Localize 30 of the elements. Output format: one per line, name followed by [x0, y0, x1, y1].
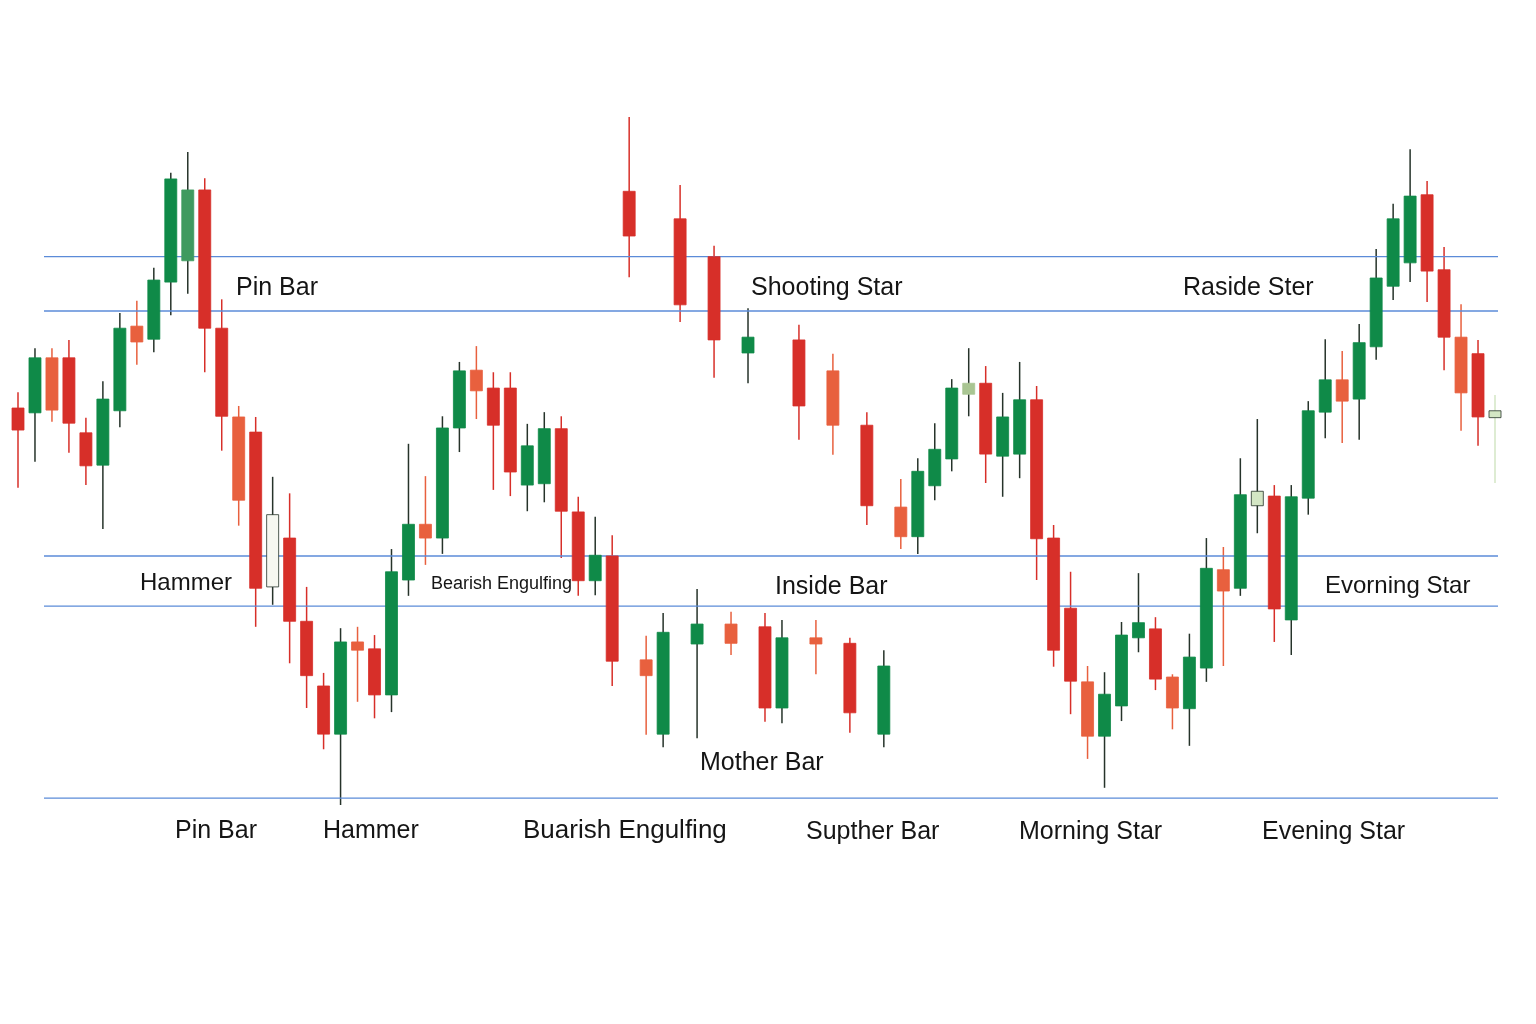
annotation: Raside Ster [1183, 272, 1314, 300]
candlestick [809, 619, 823, 676]
candlestick [1335, 350, 1349, 444]
annotation: Evorning Star [1325, 571, 1471, 598]
annotation: Mother Bar [700, 747, 824, 775]
candlestick [130, 299, 144, 366]
candlestick [1132, 572, 1145, 654]
candlestick [690, 588, 704, 740]
text: Pin Bar [175, 815, 257, 843]
annotation: Shooting Star [751, 272, 903, 300]
text: Supther Bar [806, 816, 940, 844]
text: Buarish Engulfing [523, 814, 727, 844]
candlestick [1488, 394, 1502, 484]
text: Morning Star [1019, 816, 1163, 844]
annotation: Inside Bar [775, 571, 888, 599]
candlestick [741, 307, 755, 385]
candlestick [469, 345, 483, 420]
text: Hammer [323, 815, 419, 843]
candlestick [1250, 418, 1264, 534]
text: Evening Star [1262, 816, 1406, 844]
candlestick [962, 347, 976, 418]
candlestick [11, 391, 25, 489]
annotation: Bearish Engulfing [431, 573, 573, 593]
annotation: Pin Bar [236, 272, 318, 300]
candlestick [351, 626, 364, 703]
annotation: Hammer [140, 568, 233, 595]
candlestick [724, 610, 738, 656]
candlestick [1216, 546, 1230, 667]
candlestick [419, 475, 432, 566]
candlestick [639, 635, 653, 736]
